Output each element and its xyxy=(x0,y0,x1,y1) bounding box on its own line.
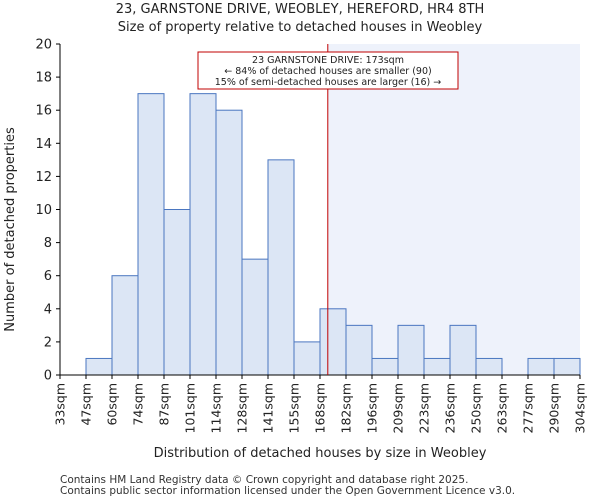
y-tick-label: 6 xyxy=(44,269,52,284)
chart-title: 23, GARNSTONE DRIVE, WEOBLEY, HEREFORD, … xyxy=(115,2,485,17)
annotation-line: 15% of semi-detached houses are larger (… xyxy=(215,77,442,88)
y-tick-label: 14 xyxy=(35,137,52,152)
histogram-bar xyxy=(215,109,243,376)
x-tick-label: 74sqm xyxy=(131,383,146,426)
y-tick-label: 16 xyxy=(35,104,52,119)
x-tick-label: 250sqm xyxy=(469,383,484,433)
footer-line-1: Contains HM Land Registry data © Crown c… xyxy=(60,474,469,486)
y-tick-label: 18 xyxy=(35,71,52,86)
annotation-box xyxy=(197,51,459,90)
histogram-chart: 0 2 4 6 8 10 12 14 16 18 20 33sqm 47sqm 60sqm 74sqm 87s… xyxy=(3,38,588,462)
annotation-line: ← 84% of detached houses are smaller (90… xyxy=(224,66,431,77)
x-tick-label: 182sqm xyxy=(339,383,354,433)
y-tick-label: 10 xyxy=(35,203,52,218)
x-tick-label: 141sqm xyxy=(261,383,276,433)
y-tick-label: 2 xyxy=(44,335,52,350)
x-tick-label: 223sqm xyxy=(417,383,432,433)
x-tick-label: 236sqm xyxy=(443,383,458,433)
footer-line-2: Contains public sector information licen… xyxy=(60,485,516,497)
histogram-bar xyxy=(293,341,321,376)
histogram-bar xyxy=(137,93,165,376)
histogram-bar xyxy=(553,357,581,376)
chart-subtitle: Size of property relative to detached ho… xyxy=(117,20,483,35)
y-tick-label: 20 xyxy=(35,38,52,53)
x-tick-label: 60sqm xyxy=(105,383,120,426)
x-tick-label: 209sqm xyxy=(391,383,406,433)
x-tick-label: 33sqm xyxy=(53,383,68,426)
x-tick-label: 47sqm xyxy=(79,383,94,426)
histogram-bar xyxy=(423,357,451,376)
histogram-bar xyxy=(449,324,477,376)
y-tick-label: 4 xyxy=(44,302,52,317)
x-tick-label: 128sqm xyxy=(235,383,250,433)
x-axis-label: Distribution of detached houses by size … xyxy=(154,446,487,461)
x-tick-label: 290sqm xyxy=(547,383,562,433)
x-tick-label: 263sqm xyxy=(495,383,510,433)
x-tick-label: 101sqm xyxy=(183,383,198,433)
histogram-bar xyxy=(475,357,503,376)
histogram-bar xyxy=(345,324,373,376)
x-tick-label: 155sqm xyxy=(287,383,302,433)
histogram-bar xyxy=(189,93,217,376)
histogram-bar xyxy=(111,275,139,376)
y-tick-label: 0 xyxy=(44,369,52,384)
y-axis-label: Number of detached properties xyxy=(3,127,18,332)
histogram-bar xyxy=(319,308,347,376)
x-tick-label: 114sqm xyxy=(209,383,224,433)
x-tick-label: 196sqm xyxy=(365,383,380,433)
x-tick-label: 168sqm xyxy=(313,383,328,433)
histogram-bar xyxy=(397,324,425,376)
histogram-bar xyxy=(85,357,113,376)
histogram-bar xyxy=(241,258,269,376)
x-tick-label: 277sqm xyxy=(521,383,536,433)
x-tick-label: 87sqm xyxy=(157,383,172,426)
highlight-region xyxy=(327,44,580,375)
annotation-line: 23 GARNSTONE DRIVE: 173sqm xyxy=(252,55,404,66)
histogram-bar xyxy=(371,357,399,376)
y-tick-label: 8 xyxy=(44,236,52,251)
histogram-bar xyxy=(267,159,295,376)
x-tick-label: 304sqm xyxy=(573,383,588,433)
y-tick-label: 12 xyxy=(35,170,52,185)
histogram-bar xyxy=(163,209,191,376)
histogram-bar xyxy=(527,357,555,376)
